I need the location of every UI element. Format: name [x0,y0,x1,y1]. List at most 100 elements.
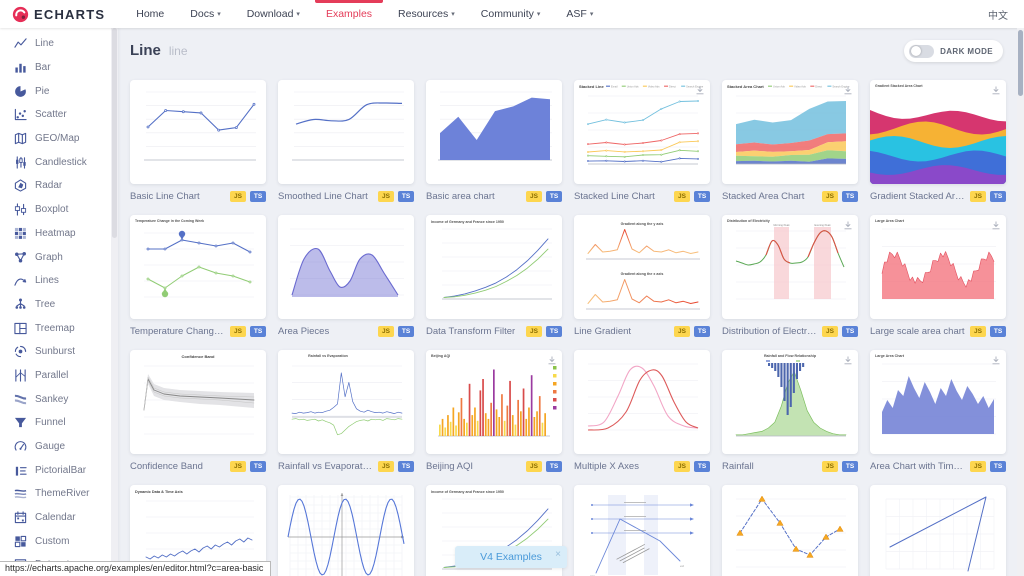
example-title[interactable]: Line Gradient [574,325,632,337]
js-badge[interactable]: JS [230,460,246,472]
ts-badge[interactable]: TS [250,460,266,472]
sidebar-item-pictorialbar[interactable]: PictorialBar [0,458,118,482]
sidebar-item-pie[interactable]: Pie [0,79,118,103]
example-thumbnail[interactable]: Distribution of Electricity Morning Peak E… [722,215,858,319]
example-thumbnail[interactable] [870,485,1006,576]
example-title[interactable]: Rainfall vs Evaporation [278,460,374,472]
sidebar-item-gauge[interactable]: Gauge [0,435,118,459]
ts-badge[interactable]: TS [990,460,1006,472]
sidebar-item-funnel[interactable]: Funnel [0,411,118,435]
js-badge[interactable]: JS [526,190,542,202]
example-thumbnail[interactable] [278,215,414,319]
example-thumbnail[interactable]: startend [574,485,710,576]
example-title[interactable]: Basic Line Chart [130,190,200,202]
sidebar-item-boxplot[interactable]: Boxplot [0,198,118,222]
example-card-large-scale-area-chart[interactable]: Large Area Chart Large scale area chart JS… [870,215,1006,338]
nav-item-home[interactable]: Home [136,8,165,20]
ts-badge[interactable]: TS [694,325,710,337]
example-title[interactable]: Data Transform Filter [426,325,516,337]
sidebar-item-candlestick[interactable]: Candlestick [0,150,118,174]
example-thumbnail[interactable]: Gradient along the y axis Gradient along … [574,215,710,319]
example-thumbnail[interactable] [130,80,266,184]
js-badge[interactable]: JS [970,325,986,337]
js-badge[interactable]: JS [822,460,838,472]
ts-badge[interactable]: TS [398,460,414,472]
example-thumbnail[interactable]: Temperature Change in the Coming Week [130,215,266,319]
example-title[interactable]: Smoothed Line Chart [278,190,368,202]
example-card-rainfall-vs-evaporation[interactable]: Rainfall vs Evaporation Rainfall vs Evapo… [278,350,414,473]
echarts-logo[interactable]: ECHARTS [0,6,123,23]
example-card[interactable]: Dynamic Data & Time Axis [130,485,266,576]
sidebar-item-lines[interactable]: Lines [0,269,118,293]
ts-badge[interactable]: TS [694,190,710,202]
example-title[interactable]: Beijing AQI [426,460,473,472]
example-card-distribution-of-electricity[interactable]: Distribution of Electricity Morning Peak E… [722,215,858,338]
ts-badge[interactable]: TS [694,460,710,472]
js-badge[interactable]: JS [822,325,838,337]
example-thumbnail[interactable] [722,485,858,576]
nav-item-resources[interactable]: Resources ▾ [398,8,455,20]
ts-badge[interactable]: TS [398,190,414,202]
example-card-stacked-line-chart[interactable]: Stacked Line Email Union Ads Video Ads Direc… [574,80,710,203]
sidebar-item-sankey[interactable]: Sankey [0,387,118,411]
example-title[interactable]: Basic area chart [426,190,495,202]
example-thumbnail[interactable]: Large Area Chart [870,215,1006,319]
toast-close-icon[interactable]: × [555,549,561,560]
js-badge[interactable]: JS [378,190,394,202]
example-card-basic-area-chart[interactable]: Basic area chart JS TS [426,80,562,203]
example-card-beijing-aqi[interactable]: Beijing AQI Beijing AQI JS TS [426,350,562,473]
js-badge[interactable]: JS [230,190,246,202]
example-thumbnail[interactable] [278,485,414,576]
js-badge[interactable]: JS [378,325,394,337]
example-card-stacked-area-chart[interactable]: Stacked Area Chart Union Ads Video Ads Dire… [722,80,858,203]
js-badge[interactable]: JS [970,460,986,472]
example-title[interactable]: Area Pieces [278,325,330,337]
js-badge[interactable]: JS [526,460,542,472]
nav-item-asf[interactable]: ASF ▾ [566,8,594,20]
example-card-rainfall[interactable]: Rainfall and Flow Relationship Rainfall JS… [722,350,858,473]
ts-badge[interactable]: TS [546,460,562,472]
example-title[interactable]: Gradient Stacked Area C... [870,190,966,202]
example-title[interactable]: Temperature Change in ... [130,325,226,337]
js-badge[interactable]: JS [230,325,246,337]
example-thumbnail[interactable]: Rainfall vs Evaporation [278,350,414,454]
sidebar-item-treemap[interactable]: Treemap [0,316,118,340]
example-thumbnail[interactable]: Large Area Chart [870,350,1006,454]
dark-mode-switch[interactable] [909,44,935,58]
sidebar-item-scatter[interactable]: Scatter [0,103,118,127]
nav-item-community[interactable]: Community ▾ [480,8,541,20]
sidebar-item-geo-map[interactable]: GEO/Map [0,127,118,151]
example-thumbnail[interactable]: Rainfall and Flow Relationship [722,350,858,454]
js-badge[interactable]: JS [526,325,542,337]
example-thumbnail[interactable]: Income of Germany and France since 1950 [426,215,562,319]
example-card-line-gradient[interactable]: Gradient along the y axis Gradient along … [574,215,710,338]
sidebar-item-themeriver[interactable]: ThemeRiver [0,482,118,506]
ts-badge[interactable]: TS [990,325,1006,337]
example-thumbnail[interactable]: Gradient Stacked Area Chart [870,80,1006,184]
example-card-basic-line-chart[interactable]: Basic Line Chart JS TS [130,80,266,203]
example-thumbnail[interactable]: Confidence Band [130,350,266,454]
ts-badge[interactable]: TS [546,190,562,202]
js-badge[interactable]: JS [970,190,986,202]
example-card-gradient-stacked-area-c[interactable]: Gradient Stacked Area Chart Gradient Stac… [870,80,1006,203]
example-card[interactable] [722,485,858,576]
example-card-data-transform-filter[interactable]: Income of Germany and France since 1950 D… [426,215,562,338]
example-card[interactable] [870,485,1006,576]
ts-badge[interactable]: TS [398,325,414,337]
example-thumbnail[interactable]: Stacked Area Chart Union Ads Video Ads Dire… [722,80,858,184]
ts-badge[interactable]: TS [546,325,562,337]
ts-badge[interactable]: TS [250,190,266,202]
example-title[interactable]: Rainfall [722,460,754,472]
sidebar-item-heatmap[interactable]: Heatmap [0,222,118,246]
page-scrollbar[interactable] [1017,28,1024,576]
v4-examples-toast[interactable]: V4 Examples × [455,546,567,568]
example-title[interactable]: Large scale area chart [870,325,965,337]
js-badge[interactable]: JS [674,460,690,472]
example-card-multiple-x-axes[interactable]: Multiple X Axes JS TS [574,350,710,473]
nav-item-examples[interactable]: Examples [313,0,385,28]
ts-badge[interactable]: TS [990,190,1006,202]
example-thumbnail[interactable] [426,80,562,184]
sidebar-item-graph[interactable]: Graph [0,245,118,269]
example-title[interactable]: Multiple X Axes [574,460,639,472]
ts-badge[interactable]: TS [842,460,858,472]
